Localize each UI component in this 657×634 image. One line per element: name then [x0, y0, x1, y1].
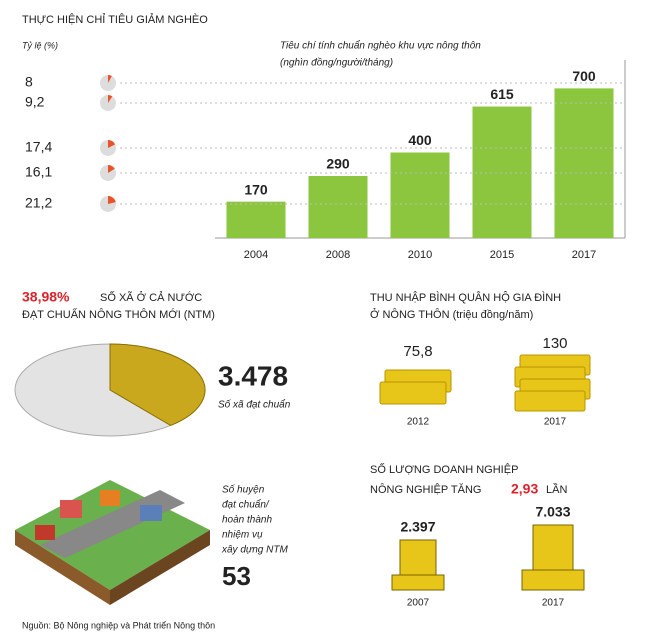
- bar: [472, 106, 532, 238]
- rate-axis: Tỷ lệ (%): [22, 40, 58, 50]
- bar: [390, 152, 450, 238]
- ent-year: 2007: [407, 598, 430, 609]
- rate-label: 8: [25, 74, 33, 90]
- chart-subtitle: (nghìn đồng/người/tháng): [280, 57, 393, 69]
- ent-year: 2017: [542, 598, 565, 609]
- value-label: 290: [326, 156, 350, 172]
- rate-pie-slice: [108, 196, 116, 204]
- income-year: 2012: [407, 417, 430, 428]
- x-tick-label: 2010: [408, 249, 432, 261]
- x-tick-label: 2017: [572, 249, 596, 261]
- income-value: 75,8: [403, 343, 432, 360]
- income-year: 2017: [544, 417, 567, 428]
- ent-unit: LẦN: [546, 483, 567, 496]
- income-title: Ở NÔNG THÔN (triệu đồng/năm): [370, 308, 533, 321]
- ent-title: SỐ LƯỢNG DOANH NGHIỆP: [370, 462, 518, 476]
- ntm-pie-slice: [109, 343, 206, 426]
- value-label: 170: [244, 181, 268, 197]
- source: Nguồn: Bộ Nông nghiệp và Phát triển Nông…: [22, 620, 215, 630]
- districts-label: đạt chuẩn/: [222, 499, 270, 511]
- title: THỰC HIỆN CHỈ TIÊU GIẢM NGHÈO: [22, 13, 208, 26]
- rate-label: 21,2: [25, 195, 52, 211]
- bar: [226, 201, 286, 238]
- districts-label: xây dựng NTM: [221, 545, 288, 556]
- x-tick-label: 2008: [326, 249, 350, 261]
- building-icon: [391, 524, 585, 591]
- rate-pie-slice: [108, 165, 115, 173]
- x-tick-label: 2015: [490, 249, 514, 261]
- districts-label: Số huyện: [222, 484, 265, 496]
- districts-label: nhiệm vụ: [222, 530, 263, 541]
- ent-value: 2.397: [400, 519, 435, 535]
- rate-label: 9,2: [25, 94, 45, 110]
- x-tick-label: 2004: [244, 249, 268, 261]
- rate-pie-slice: [108, 75, 112, 83]
- income-value: 130: [542, 335, 567, 352]
- ent-title: NÔNG NGHIỆP TĂNG: [370, 483, 481, 496]
- income-title: THU NHẬP BÌNH QUÂN HỘ GIA ĐÌNH: [370, 291, 561, 304]
- ntm-title: ĐẠT CHUẨN NÔNG THÔN MỚI (NTM): [22, 308, 215, 321]
- ent-factor: 2,93: [511, 481, 538, 497]
- value-label: 615: [490, 86, 514, 102]
- bar: [308, 176, 368, 238]
- communes: 3.478: [218, 360, 288, 391]
- rate-pie-slice: [108, 140, 116, 148]
- rate-label: 16,1: [25, 164, 52, 180]
- ntm-share: 38,98%: [22, 289, 70, 305]
- districts-label: hoàn thành: [222, 515, 272, 526]
- communes-label: Số xã đạt chuẩn: [218, 399, 291, 411]
- ent-value: 7.033: [535, 504, 570, 520]
- chart-title: Tiêu chí tính chuẩn nghèo khu vực nông t…: [280, 40, 481, 52]
- rate-pie-slice: [108, 95, 113, 103]
- rate-label: 17,4: [25, 139, 52, 155]
- districts: 53: [222, 561, 251, 591]
- value-label: 700: [572, 68, 596, 84]
- ntm-title: SỐ XÃ Ở CẢ NƯỚC: [100, 290, 202, 304]
- value-label: 400: [408, 132, 432, 148]
- bar: [554, 88, 614, 238]
- money-icon: [379, 354, 591, 412]
- village-illustration: [15, 480, 210, 605]
